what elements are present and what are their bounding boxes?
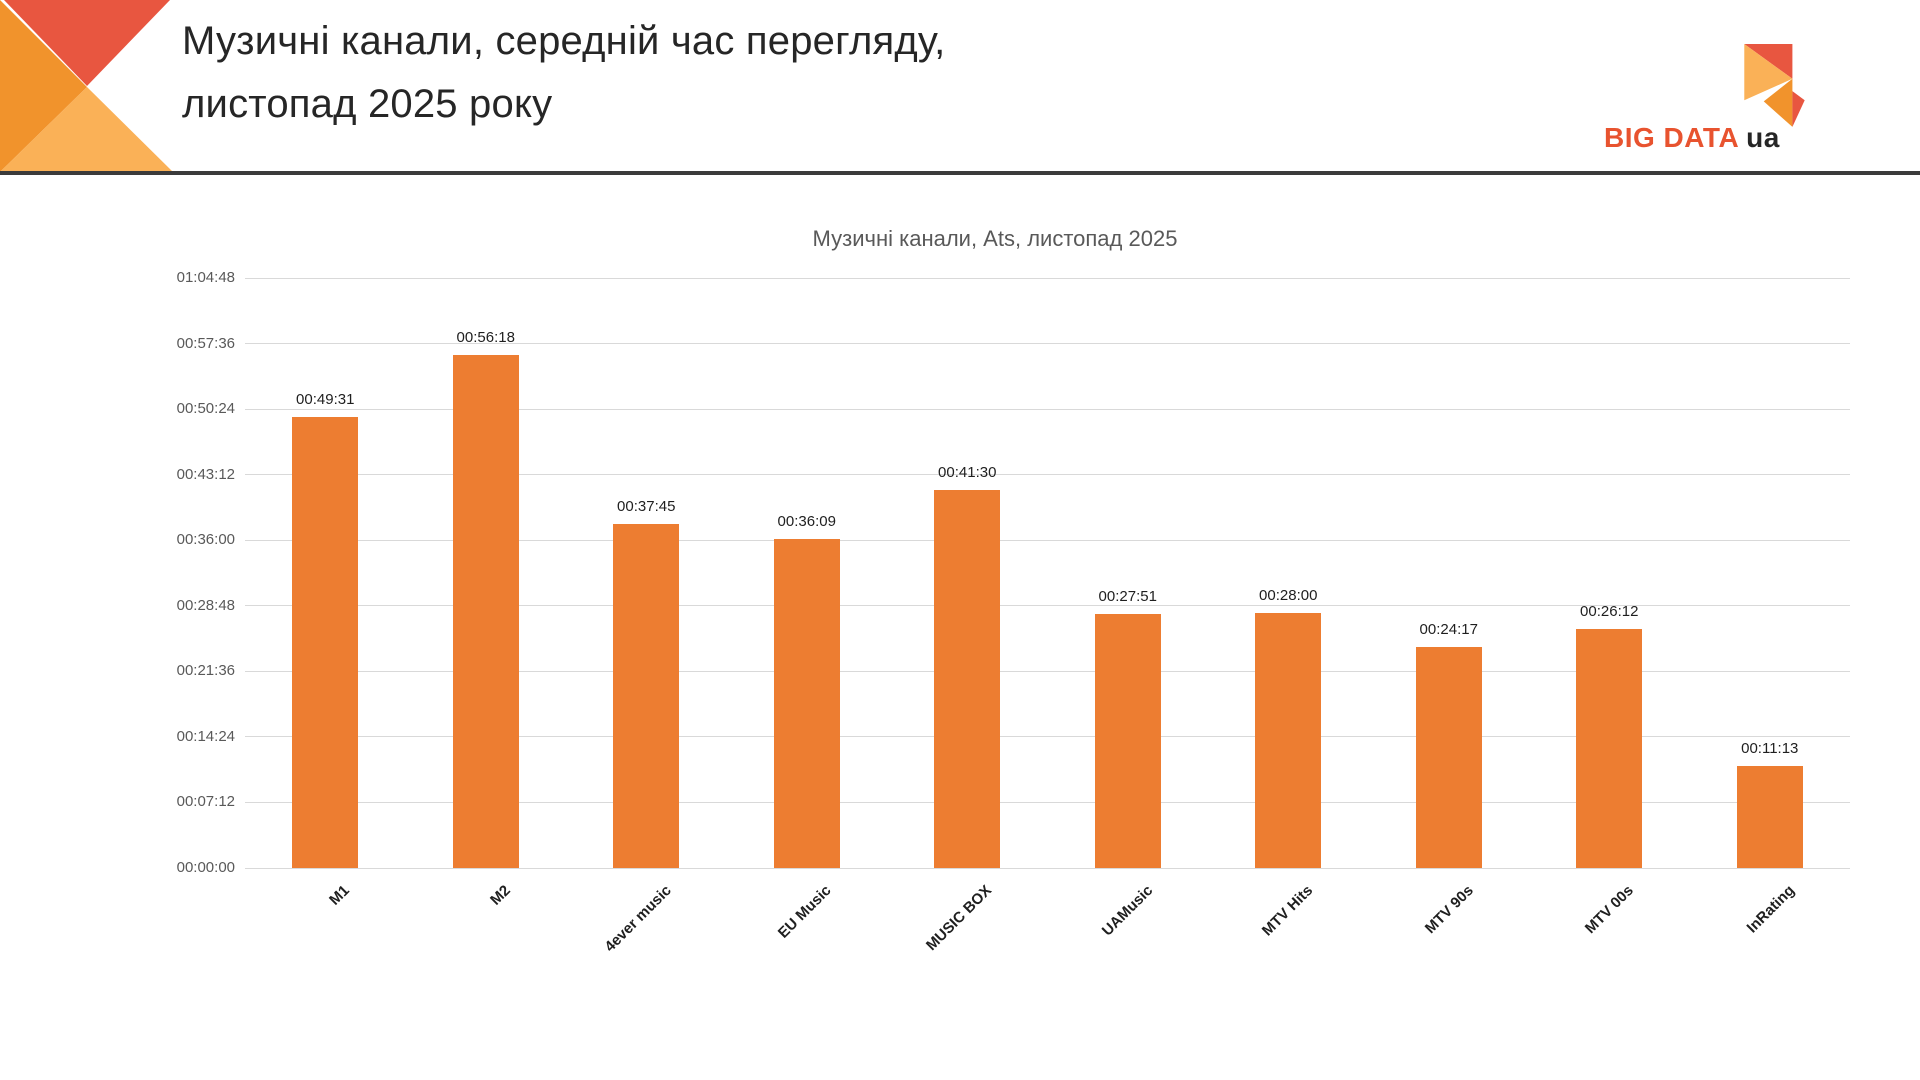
y-axis-tick-label: 00:14:24 [176,727,235,745]
deco-triangle-light-orange [0,87,173,172]
x-axis-tick-label: UAMusic [1098,882,1156,940]
x-axis-tick-label: M1 [326,882,354,909]
x-axis-tick-label: MUSIC BOX [923,882,996,955]
y-axis-tick-label: 00:21:36 [176,662,235,680]
x-axis-tick-label: M2 [487,882,514,909]
x-axis-tick-label: InRating [1743,882,1798,937]
bigdata-logo-bolt-icon [1744,44,1805,127]
bar-value-label: 00:36:09 [777,512,836,530]
bar-m2 [452,355,519,868]
x-axis-tick-label: MTV 90s [1421,882,1477,938]
y-axis-tick-label: 01:04:48 [176,269,235,286]
bar-mtv-00s [1576,629,1643,868]
bar-mtv-hits [1255,613,1322,868]
logo-text: BIG DATA ua [1604,122,1780,154]
y-axis-tick-label: 00:57:36 [176,334,235,352]
gridline [245,343,1850,345]
gridline [245,867,1850,869]
bar-value-label: 00:41:30 [938,464,997,482]
slide-title-line2: листопад 2025 року [182,82,553,126]
header-divider-line [0,171,1920,175]
x-axis-tick-label: MTV Hits [1258,882,1317,940]
bar-eu-music [773,538,840,868]
bar-inrating [1736,765,1803,868]
gridline [245,670,1850,672]
bar-uamusic [1094,614,1161,868]
gridline [245,408,1850,410]
gridline [245,277,1850,279]
gridline [245,801,1850,803]
y-axis-tick-label: 00:07:12 [176,793,235,811]
gridline [245,474,1850,476]
deco-triangle-orange [0,0,87,172]
bar-music-box [934,490,1001,868]
x-axis-tick-label: EU Music [775,882,835,942]
y-axis-tick-label: 00:36:00 [176,531,235,549]
logo-bolt-red-lower [1792,91,1805,127]
gridline [245,736,1850,738]
logo-bolt-orange-lower [1763,78,1793,127]
bar-value-label: 00:26:12 [1580,603,1639,621]
bar-value-label: 00:56:18 [456,329,515,347]
gridline [245,605,1850,607]
deco-triangle-red [4,0,170,86]
header: Музичні канали, середній час перегляду, … [0,0,1920,175]
bar-mtv-90s [1415,646,1482,868]
x-axis-tick-label: 4ever music [600,882,675,956]
y-axis-tick-label: 00:28:48 [176,596,235,614]
bar-value-label: 00:37:45 [617,498,676,516]
bar-value-label: 00:28:00 [1259,587,1318,605]
x-axis-tick-label: MTV 00s [1582,882,1638,938]
slide-title-line1: Музичні канали, середній час перегляду, [182,19,946,63]
bar-value-label: 00:27:51 [1098,588,1157,606]
bar-m1 [292,417,359,868]
logo-text-main: BIG DATA [1604,122,1740,153]
slide-title: Музичні канали, середній час перегляду, … [182,10,945,136]
chart-title: Музичні канали, Ats, листопад 2025 [812,226,1178,251]
bar-4ever-music [613,524,680,868]
logo-text-suffix: ua [1746,122,1780,153]
bar-value-label: 00:11:13 [1741,739,1799,757]
gridline [245,539,1850,541]
corner-decoration-triangles [0,0,173,172]
bar-value-label: 00:49:31 [296,391,355,409]
bar-value-label: 00:24:17 [1419,620,1478,638]
y-axis-tick-label: 00:50:24 [176,400,235,418]
y-axis-tick-label: 00:00:00 [176,859,235,876]
logo-bolt-amber [1744,44,1793,101]
y-axis-tick-label: 00:43:12 [176,465,235,483]
